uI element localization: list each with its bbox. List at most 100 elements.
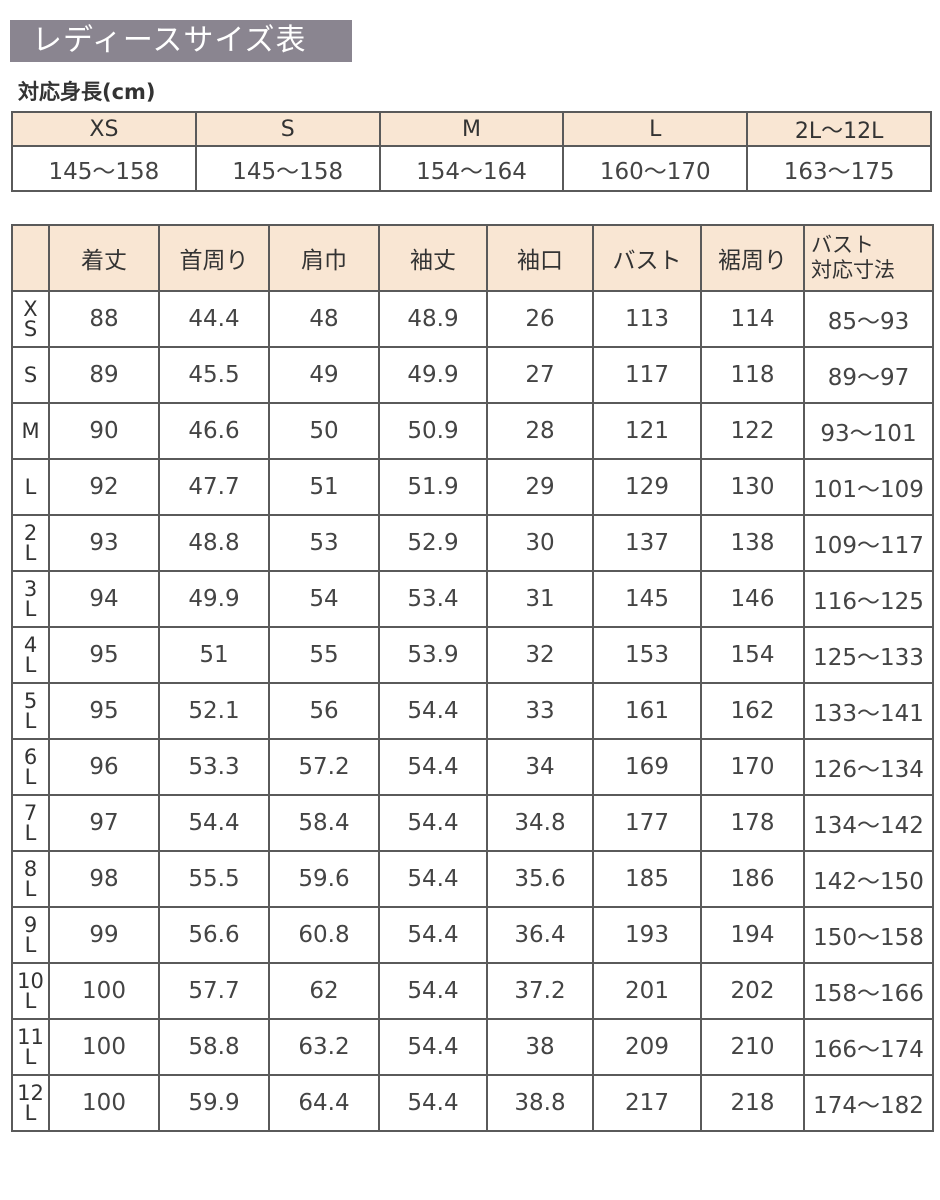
measurement-cell: 49.9 <box>378 346 488 404</box>
measurement-cell: 38.8 <box>486 1074 594 1132</box>
measurement-cell: 133〜141 <box>803 682 934 740</box>
table-row: 2 L 93 48.8 53 52.9 30 137 138 109〜117 <box>11 514 934 572</box>
size-label: 8 L <box>11 850 50 908</box>
measurement-cell: 169 <box>592 738 702 796</box>
measurement-cell: 54.4 <box>378 738 488 796</box>
size-label: M <box>11 402 50 460</box>
measurement-cell: 53.4 <box>378 570 488 628</box>
height-size-header: S <box>194 111 381 147</box>
measurement-cell: 54.4 <box>378 682 488 740</box>
measurement-cell: 63.2 <box>268 1018 380 1076</box>
measurement-cell: 49 <box>268 346 380 404</box>
measurement-cell: 109〜117 <box>803 514 934 572</box>
table-row: L 92 47.7 51 51.9 29 129 130 101〜109 <box>11 458 934 516</box>
height-range-cell: 163〜175 <box>746 145 932 192</box>
size-label: 12 L <box>11 1074 50 1132</box>
measurement-cell: 52.9 <box>378 514 488 572</box>
measurement-cell: 137 <box>592 514 702 572</box>
column-header <box>11 224 50 292</box>
column-header: バスト 対応寸法 <box>803 224 934 292</box>
table-row: 5 L 95 52.1 56 54.4 33 161 162 133〜141 <box>11 682 934 740</box>
size-label: 6 L <box>11 738 50 796</box>
measurement-cell: 56 <box>268 682 380 740</box>
measurement-cell: 51 <box>158 626 270 684</box>
measurement-cell: 60.8 <box>268 906 380 964</box>
measurement-cell: 186 <box>700 850 805 908</box>
table-row: X S 88 44.4 48 48.9 26 113 114 85〜93 <box>11 290 934 348</box>
measurement-cell: 34.8 <box>486 794 594 852</box>
measurement-cell: 32 <box>486 626 594 684</box>
measurement-cell: 150〜158 <box>803 906 934 964</box>
size-table: 着丈 首周り 肩巾 袖丈 袖口 バスト 裾周り バスト 対応寸法 X S 88 44.4 48 48.… <box>11 224 934 1132</box>
measurement-cell: 54.4 <box>158 794 270 852</box>
size-label: 10 L <box>11 962 50 1020</box>
size-label: 5 L <box>11 682 50 740</box>
measurement-cell: 62 <box>268 962 380 1020</box>
measurement-cell: 54 <box>268 570 380 628</box>
height-size-header: XS <box>11 111 197 147</box>
measurement-cell: 93〜101 <box>803 402 934 460</box>
measurement-cell: 96 <box>48 738 160 796</box>
measurement-cell: 50 <box>268 402 380 460</box>
measurement-cell: 53.9 <box>378 626 488 684</box>
measurement-cell: 54.4 <box>378 1074 488 1132</box>
measurement-cell: 161 <box>592 682 702 740</box>
measurement-cell: 55 <box>268 626 380 684</box>
measurement-cell: 121 <box>592 402 702 460</box>
measurement-cell: 158〜166 <box>803 962 934 1020</box>
column-header: 袖丈 <box>378 224 488 292</box>
table-row: S 89 45.5 49 49.9 27 117 118 89〜97 <box>11 346 934 404</box>
height-size-header: 2L〜12L <box>746 111 932 147</box>
measurement-cell: 166〜174 <box>803 1018 934 1076</box>
measurement-cell: 210 <box>700 1018 805 1076</box>
measurement-cell: 99 <box>48 906 160 964</box>
measurement-cell: 217 <box>592 1074 702 1132</box>
height-range-cell: 145〜158 <box>194 145 381 192</box>
measurement-cell: 100 <box>48 1018 160 1076</box>
measurement-cell: 117 <box>592 346 702 404</box>
measurement-cell: 178 <box>700 794 805 852</box>
measurement-cell: 48.8 <box>158 514 270 572</box>
measurement-cell: 30 <box>486 514 594 572</box>
measurement-cell: 26 <box>486 290 594 348</box>
measurement-cell: 29 <box>486 458 594 516</box>
measurement-cell: 48 <box>268 290 380 348</box>
measurement-cell: 92 <box>48 458 160 516</box>
measurement-cell: 34 <box>486 738 594 796</box>
height-range-cell: 145〜158 <box>11 145 197 192</box>
measurement-cell: 51 <box>268 458 380 516</box>
measurement-cell: 154 <box>700 626 805 684</box>
table-row: 8 L 98 55.5 59.6 54.4 35.6 185 186 142〜150 <box>11 850 934 908</box>
measurement-cell: 88 <box>48 290 160 348</box>
table-row: 7 L 97 54.4 58.4 54.4 34.8 177 178 134〜142 <box>11 794 934 852</box>
measurement-cell: 54.4 <box>378 794 488 852</box>
measurement-cell: 129 <box>592 458 702 516</box>
measurement-cell: 44.4 <box>158 290 270 348</box>
measurement-cell: 134〜142 <box>803 794 934 852</box>
measurement-cell: 89 <box>48 346 160 404</box>
measurement-cell: 33 <box>486 682 594 740</box>
measurement-cell: 54.4 <box>378 1018 488 1076</box>
measurement-cell: 146 <box>700 570 805 628</box>
size-label: 7 L <box>11 794 50 852</box>
measurement-cell: 53 <box>268 514 380 572</box>
height-table-value-row: 145〜158 145〜158 154〜164 160〜170 163〜175 <box>11 145 932 192</box>
measurement-cell: 47.7 <box>158 458 270 516</box>
height-table-caption: 対応身長(cm) <box>18 80 156 104</box>
measurement-cell: 100 <box>48 962 160 1020</box>
measurement-cell: 97 <box>48 794 160 852</box>
measurement-cell: 38 <box>486 1018 594 1076</box>
size-label: 11 L <box>11 1018 50 1076</box>
measurement-cell: 94 <box>48 570 160 628</box>
measurement-cell: 209 <box>592 1018 702 1076</box>
measurement-cell: 46.6 <box>158 402 270 460</box>
height-size-header: L <box>562 111 749 147</box>
measurement-cell: 28 <box>486 402 594 460</box>
measurement-cell: 35.6 <box>486 850 594 908</box>
measurement-cell: 56.6 <box>158 906 270 964</box>
column-header: 袖口 <box>486 224 594 292</box>
size-label: 3 L <box>11 570 50 628</box>
measurement-cell: 57.2 <box>268 738 380 796</box>
measurement-cell: 126〜134 <box>803 738 934 796</box>
measurement-cell: 90 <box>48 402 160 460</box>
